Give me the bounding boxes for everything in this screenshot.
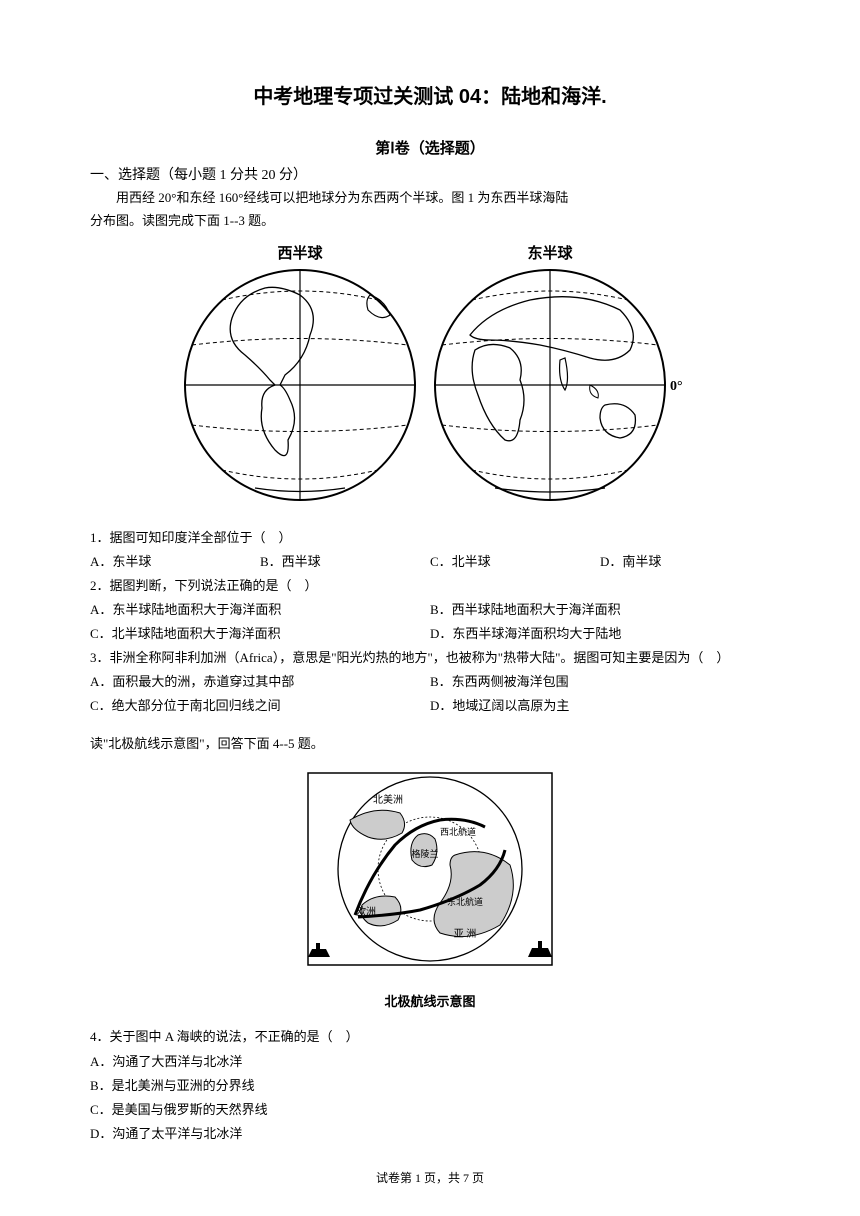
q2-options-row2: C．北半球陆地面积大于海洋面积 D．东西半球海洋面积均大于陆地: [90, 623, 770, 645]
q3-opt-c: C．绝大部分位于南北回归线之间: [90, 695, 430, 717]
arctic-greenland-label: 格陵兰: [411, 848, 438, 859]
arctic-europe-label: 欧洲: [356, 906, 376, 918]
q1-options: A．东半球 B．西半球 C．北半球 D．南半球: [90, 551, 770, 573]
q3-options-row2: C．绝大部分位于南北回归线之间 D．地域辽阔以高原为主: [90, 695, 770, 717]
arctic-figure: 北美洲 西北航道 格陵兰 东北航道 欧洲 亚 洲 北极航线示意图: [90, 765, 770, 1010]
q4-opt-c-row: C．是美国与俄罗斯的天然界线: [90, 1099, 770, 1121]
q4-opt-b-row: B．是北美洲与亚洲的分界线: [90, 1075, 770, 1097]
q1-opt-c: C．北半球: [430, 551, 600, 573]
east-label: 东半球: [527, 244, 573, 262]
q2-opt-d: D．东西半球海洋面积均大于陆地: [430, 623, 770, 645]
q4-opt-b: B．是北美洲与亚洲的分界线: [90, 1075, 770, 1097]
q2-options-row1: A．东半球陆地面积大于海洋面积 B．西半球陆地面积大于海洋面积: [90, 599, 770, 621]
intro-line2: 分布图。读图完成下面 1--3 题。: [90, 211, 770, 232]
q4-stem: 4．关于图中 A 海峡的说法，不正确的是（ ）: [90, 1026, 770, 1048]
q2-opt-a: A．东半球陆地面积大于海洋面积: [90, 599, 430, 621]
subsection-label: 一、选择题（每小题 1 分共 20 分）: [90, 164, 770, 184]
section-header: 第Ⅰ卷（选择题）: [90, 137, 770, 158]
arctic-na-label: 北美洲: [373, 793, 403, 806]
q1-opt-b: B．西半球: [260, 551, 430, 573]
q3-options-row1: A．面积最大的洲，赤道穿过其中部 B．东西两侧被海洋包围: [90, 671, 770, 693]
q4-opt-d: D．沟通了太平洋与北冰洋: [90, 1123, 770, 1145]
q2-opt-c: C．北半球陆地面积大于海洋面积: [90, 623, 430, 645]
q2-stem: 2．据图判断，下列说法正确的是（ ）: [90, 575, 770, 597]
hemisphere-map-svg: 西半球 东半球: [170, 240, 690, 510]
q3-opt-b: B．东西两侧被海洋包围: [430, 671, 770, 693]
arctic-ne-label: 东北航道: [447, 896, 483, 907]
zero-label: 0°: [670, 379, 683, 394]
q1-opt-a: A．东半球: [90, 551, 260, 573]
arctic-nw-label: 西北航道: [440, 826, 476, 837]
q4-opt-a: A．沟通了大西洋与北冰洋: [90, 1051, 770, 1073]
page-footer: 试卷第 1 页，共 7 页: [0, 1169, 860, 1186]
intro-line1: 用西经 20°和东经 160°经线可以把地球分为东西两个半球。图 1 为东西半球…: [90, 188, 770, 209]
q4-opt-d-row: D．沟通了太平洋与北冰洋: [90, 1123, 770, 1145]
arctic-caption: 北极航线示意图: [90, 991, 770, 1010]
q3-opt-d: D．地域辽阔以高原为主: [430, 695, 770, 717]
q1-opt-d: D．南半球: [600, 551, 770, 573]
page-title: 中考地理专项过关测试 04：陆地和海洋.: [90, 80, 770, 109]
arctic-map-svg: 北美洲 西北航道 格陵兰 东北航道 欧洲 亚 洲: [300, 765, 560, 980]
q4-opt-c: C．是美国与俄罗斯的天然界线: [90, 1099, 770, 1121]
q3-opt-a: A．面积最大的洲，赤道穿过其中部: [90, 671, 430, 693]
arctic-asia-label: 亚 洲: [454, 928, 477, 940]
q1-stem: 1．据图可知印度洋全部位于（ ）: [90, 527, 770, 549]
intro2: 读"北极航线示意图"，回答下面 4--5 题。: [90, 733, 770, 755]
q2-opt-b: B．西半球陆地面积大于海洋面积: [430, 599, 770, 621]
q3-stem: 3．非洲全称阿非利加洲（Africa），意思是"阳光灼热的地方"，也被称为"热带…: [90, 647, 770, 669]
q4-opt-a-row: A．沟通了大西洋与北冰洋: [90, 1051, 770, 1073]
hemisphere-figure: 西半球 东半球: [90, 240, 770, 515]
west-label: 西半球: [277, 244, 323, 262]
